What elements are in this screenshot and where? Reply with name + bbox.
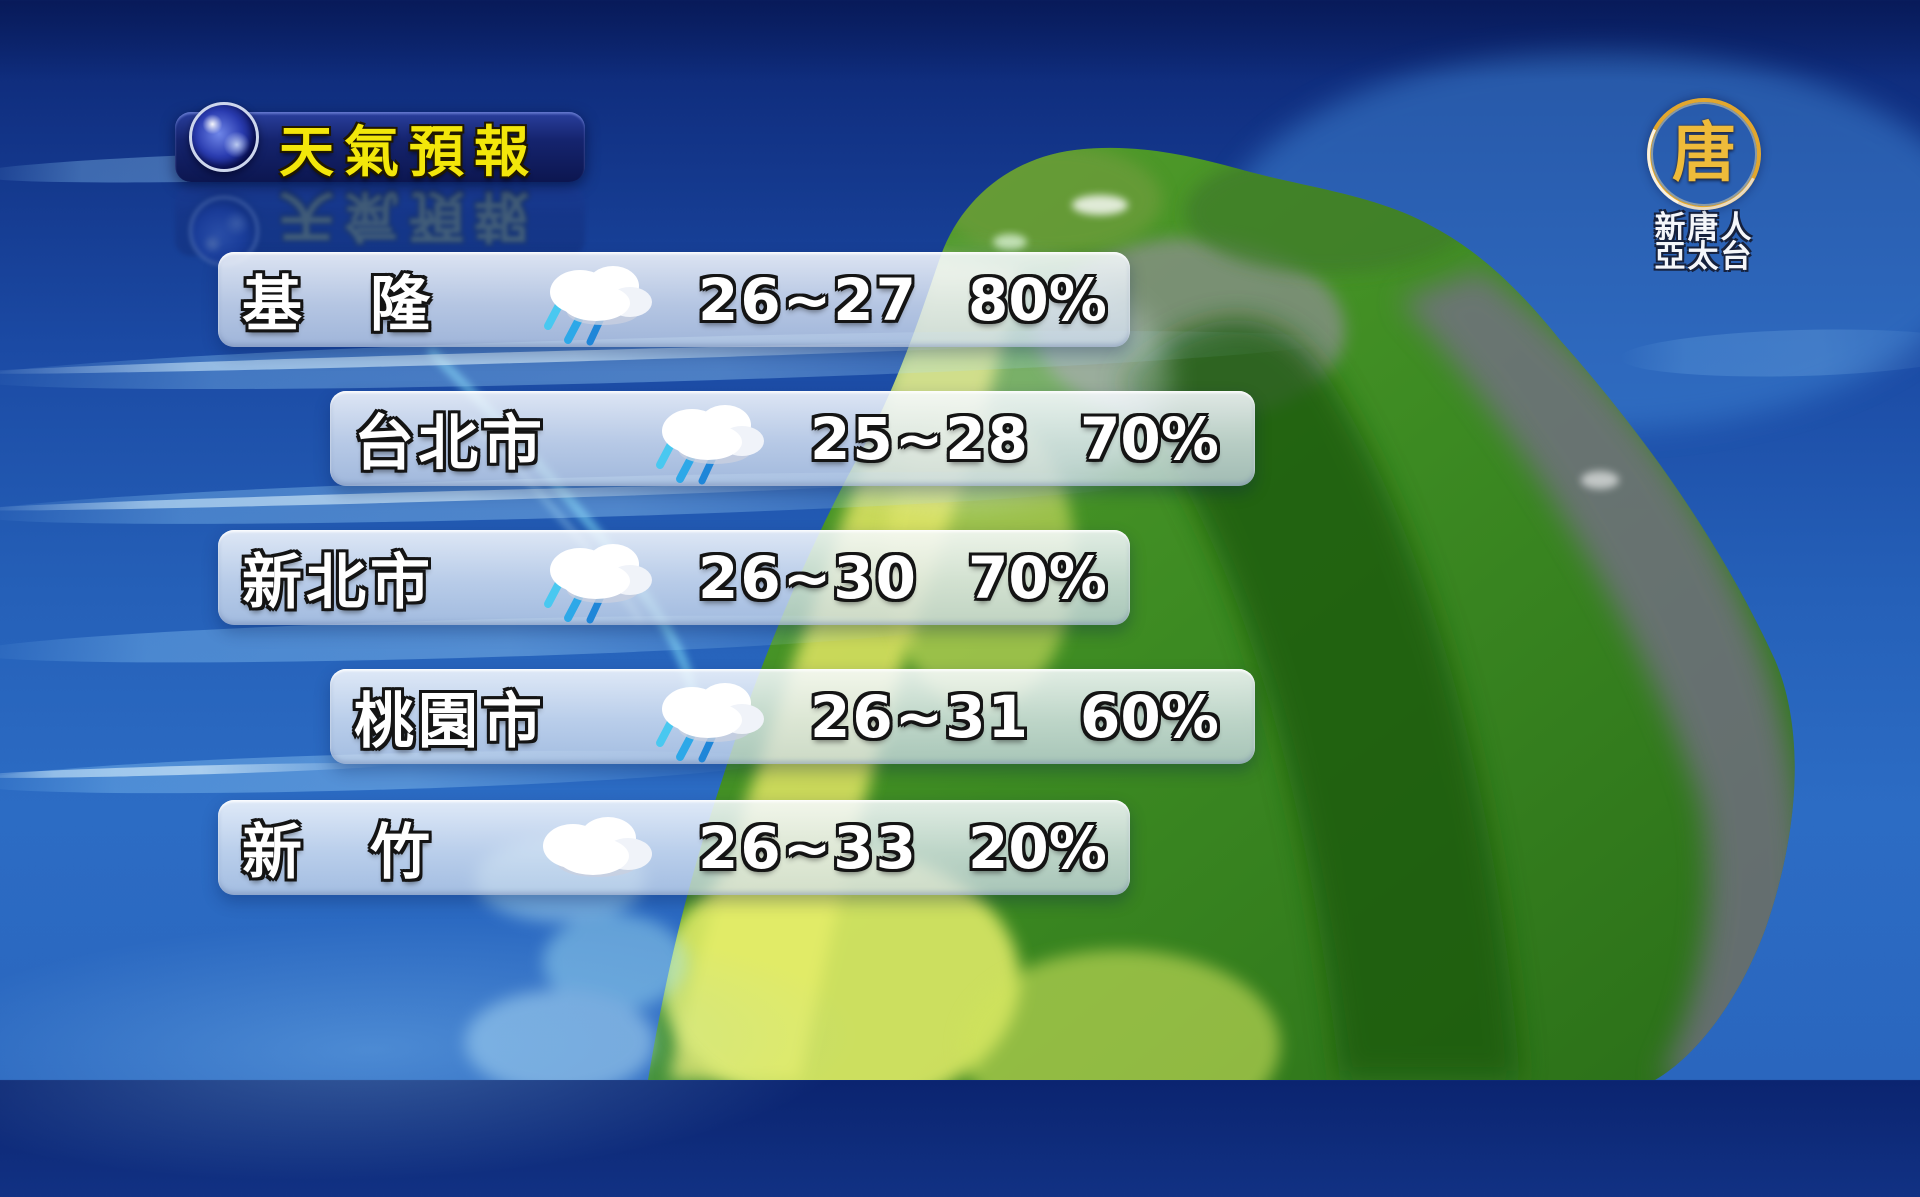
- rain-cloud-icon: [630, 671, 810, 763]
- rain-cloud-icon: [630, 393, 810, 485]
- logo-name-line2: 亞太台: [1654, 239, 1754, 275]
- title-bar: 天氣預報: [175, 102, 585, 184]
- rain-probability: 60%: [1080, 682, 1219, 751]
- globe-icon: [189, 102, 259, 172]
- cloud-shape: [543, 816, 652, 877]
- logo-ring-icon: 唐: [1647, 98, 1761, 210]
- page-title: 天氣預報: [279, 120, 540, 184]
- cloud-shape: [550, 543, 652, 603]
- city-name: 桃園市: [354, 687, 546, 757]
- city-name: 新北市: [242, 548, 434, 618]
- channel-logo: 唐 新唐人 亞太台: [1634, 98, 1774, 275]
- rain-probability: 70%: [968, 543, 1107, 612]
- sky-top-shade: [0, 0, 1920, 80]
- forecast-row-new-taipei: 新北市 26~30 70%: [218, 530, 1130, 625]
- city-name: 台北市: [354, 409, 546, 479]
- logo-glyph: 唐: [1672, 117, 1736, 191]
- rain-probability: 80%: [968, 265, 1107, 334]
- temperature-range: 26~30: [698, 543, 919, 612]
- title-bar-reflection: 天氣預報: [175, 184, 585, 266]
- forecast-row-hsinchu: 新 竹 26~33 20%: [218, 800, 1130, 895]
- cloud-shape: [662, 682, 764, 742]
- page-title-ghost: 天氣預報: [279, 184, 540, 248]
- cloud-shape: [662, 404, 764, 464]
- cloud-icon: [518, 802, 698, 894]
- temperature-range: 26~31: [810, 682, 1031, 751]
- temperature-range: 25~28: [810, 404, 1031, 473]
- rain-probability: 70%: [1080, 404, 1219, 473]
- forecast-row-taipei: 台北市 25~28 70%: [330, 391, 1255, 486]
- cloud-shape: [550, 265, 652, 325]
- temperature-range: 26~27: [698, 265, 919, 334]
- rain-cloud-icon: [518, 254, 698, 346]
- temperature-range: 26~33: [698, 813, 919, 882]
- city-name: 基 隆: [242, 270, 434, 340]
- rain-probability: 20%: [968, 813, 1107, 882]
- city-name: 新 竹: [242, 818, 434, 888]
- forecast-row-keelung: 基 隆 26~27 80%: [218, 252, 1130, 347]
- forecast-row-taoyuan: 桃園市 26~31 60%: [330, 669, 1255, 764]
- logo-name-line1: 新唐人: [1654, 210, 1754, 246]
- rain-cloud-icon: [518, 532, 698, 624]
